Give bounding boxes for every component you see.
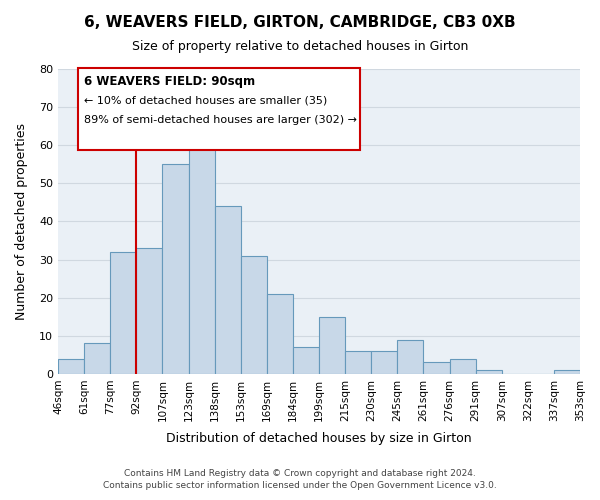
Text: 89% of semi-detached houses are larger (302) →: 89% of semi-detached houses are larger (… [84,115,357,125]
Y-axis label: Number of detached properties: Number of detached properties [15,123,28,320]
X-axis label: Distribution of detached houses by size in Girton: Distribution of detached houses by size … [166,432,472,445]
Bar [371,351,397,374]
Bar [424,362,449,374]
Bar [293,347,319,374]
Text: Contains HM Land Registry data © Crown copyright and database right 2024.: Contains HM Land Registry data © Crown c… [124,468,476,477]
Text: ← 10% of detached houses are smaller (35): ← 10% of detached houses are smaller (35… [84,95,327,105]
Bar [449,358,476,374]
Bar [215,206,241,374]
Text: Size of property relative to detached houses in Girton: Size of property relative to detached ho… [132,40,468,53]
Bar [136,248,163,374]
Bar [267,294,293,374]
Bar [84,344,110,374]
Bar [345,351,371,374]
Bar [397,340,424,374]
Bar [58,358,84,374]
Bar [241,256,267,374]
Bar [110,252,136,374]
Bar [319,316,345,374]
Bar [163,164,188,374]
Text: Contains public sector information licensed under the Open Government Licence v3: Contains public sector information licen… [103,481,497,490]
Text: 6, WEAVERS FIELD, GIRTON, CAMBRIDGE, CB3 0XB: 6, WEAVERS FIELD, GIRTON, CAMBRIDGE, CB3… [84,15,516,30]
Bar [476,370,502,374]
Bar [554,370,580,374]
Text: 6 WEAVERS FIELD: 90sqm: 6 WEAVERS FIELD: 90sqm [84,75,255,88]
Bar [188,145,215,374]
